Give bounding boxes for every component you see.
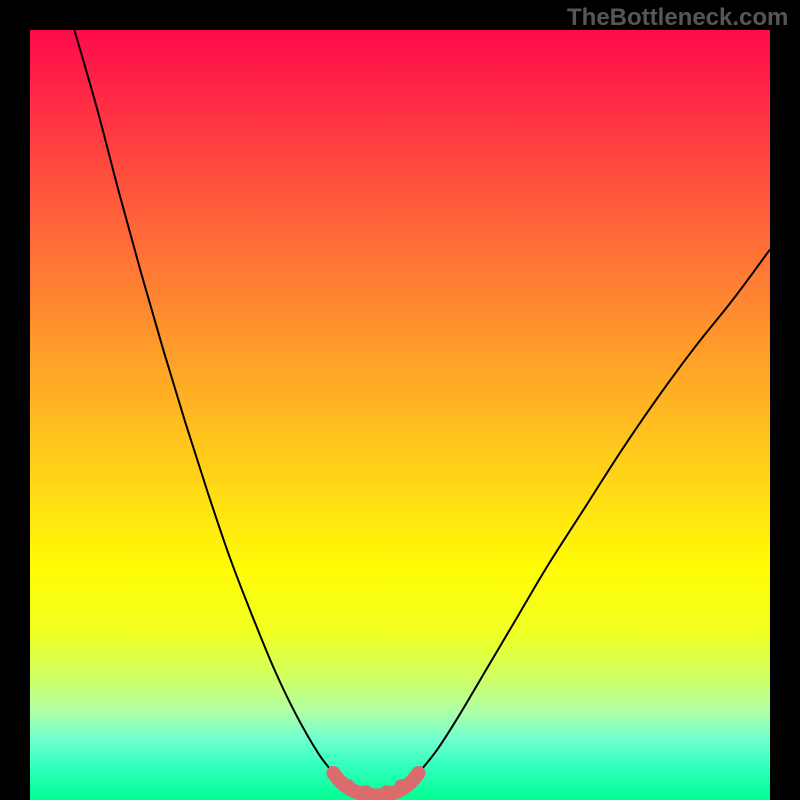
bottom-marker-dot <box>380 785 394 799</box>
bottom-marker-dot <box>326 766 340 780</box>
chart-canvas: TheBottleneck.com <box>0 0 800 800</box>
bottom-marker-dot <box>394 779 408 793</box>
bottom-marker-dot <box>341 779 355 793</box>
watermark-text: TheBottleneck.com <box>567 4 788 32</box>
curve-left-branch <box>74 30 333 773</box>
curve-right-branch <box>419 249 771 773</box>
plot-svg <box>0 0 800 800</box>
bottom-marker-dot <box>412 766 426 780</box>
bottom-marker-dot <box>359 785 373 799</box>
